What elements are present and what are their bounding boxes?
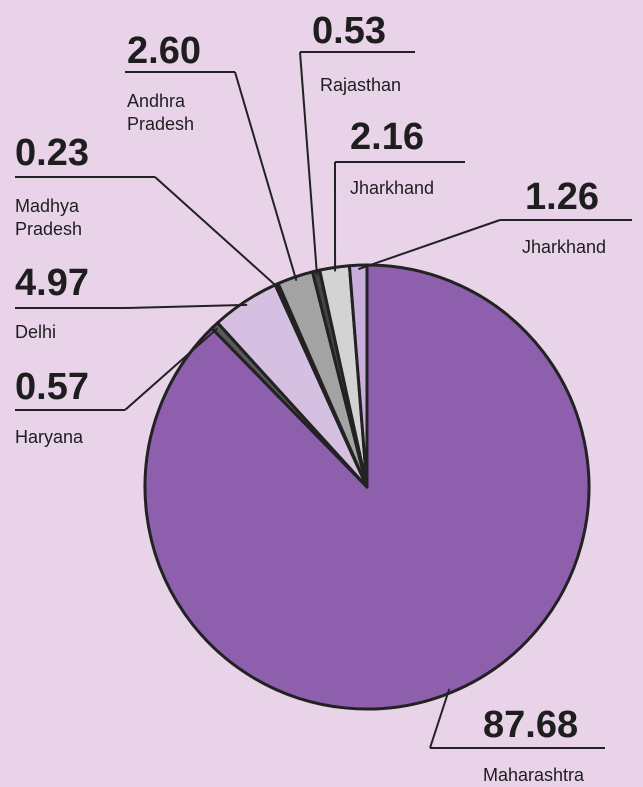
value-label: 0.53: [312, 12, 386, 50]
category-label: Delhi: [15, 321, 125, 344]
leader-line: [235, 72, 296, 281]
category-label: Jharkhand: [522, 236, 632, 259]
value-label: 2.16: [350, 118, 424, 156]
value-label: 1.26: [525, 178, 599, 216]
leader-line: [300, 52, 317, 275]
leader-line: [155, 177, 278, 288]
category-label: Haryana: [15, 426, 125, 449]
category-label: Jharkhand: [350, 177, 460, 200]
value-label: 0.57: [15, 368, 89, 406]
leader-line: [125, 305, 247, 308]
category-label: Maharashtra: [483, 764, 593, 787]
category-label: Madhya Pradesh: [15, 195, 125, 241]
value-label: 0.23: [15, 134, 89, 172]
value-label: 87.68: [483, 706, 578, 744]
value-label: 2.60: [127, 32, 201, 70]
category-label: Andhra Pradesh: [127, 90, 237, 136]
category-label: Rajasthan: [320, 74, 430, 97]
leader-line: [358, 220, 500, 269]
value-label: 4.97: [15, 264, 89, 302]
